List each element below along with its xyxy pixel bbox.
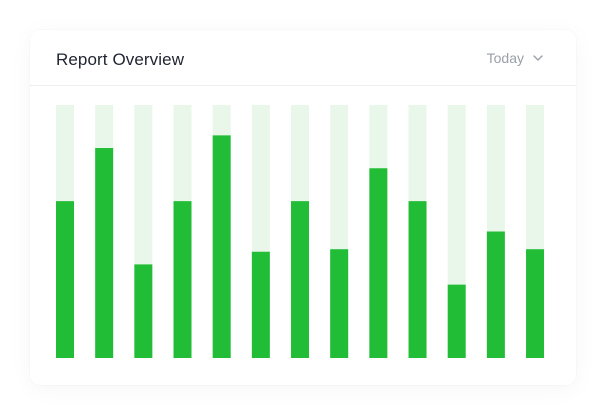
period-dropdown[interactable]: Today <box>487 50 544 66</box>
period-label: Today <box>486 50 524 66</box>
chevron-down-icon <box>533 55 543 61</box>
card-title: Report Overview <box>56 50 185 69</box>
report-card: Report Overview Today <box>30 30 576 385</box>
card-header: Report Overview Today <box>30 30 576 86</box>
